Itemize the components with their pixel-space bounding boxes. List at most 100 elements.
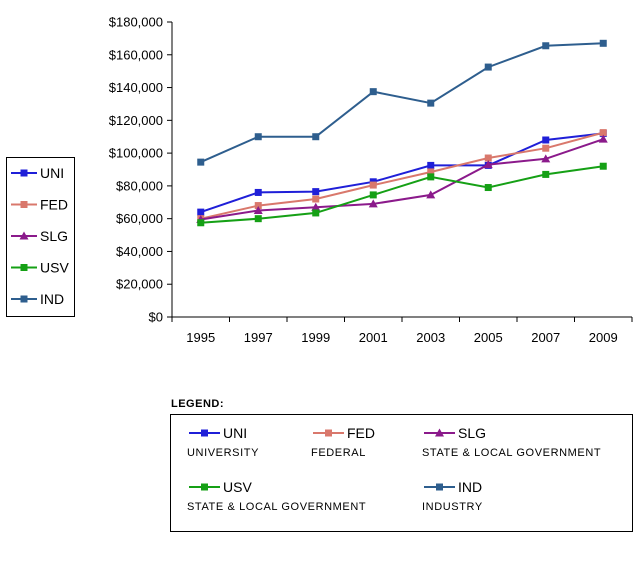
- y-tick-label: $100,000: [109, 146, 163, 161]
- legend-box-swatch-ind: [424, 483, 455, 491]
- data-point-ind: [542, 42, 550, 50]
- data-point-uni: [542, 136, 550, 144]
- data-point-slg: [598, 134, 608, 143]
- legend-entry-uni: UNI: [11, 165, 64, 181]
- legend-box-swatch-uni: [189, 429, 220, 437]
- legend-box-marker-ind: [436, 483, 443, 491]
- chart-axes: $0 $20,000 $40,000 $60,000 $80,000 $100,000 $1…: [109, 15, 633, 345]
- legend-box-key-usv: USV: [223, 479, 252, 495]
- data-point-usv: [369, 191, 377, 199]
- data-point-slg: [253, 205, 263, 214]
- legend-title: LEGEND:: [171, 398, 224, 410]
- y-tick-label: $180,000: [109, 15, 163, 30]
- legend-box-desc-usv: STATE & LOCAL GOVERNMENT: [187, 501, 367, 513]
- legend-box-swatch-slg: [424, 428, 455, 437]
- chart-series: [196, 39, 608, 227]
- legend-label-slg: SLG: [40, 228, 68, 244]
- legend-marker-uni: [20, 169, 28, 177]
- data-point-usv: [197, 219, 205, 227]
- data-point-ind: [254, 133, 262, 141]
- data-point-usv: [599, 162, 607, 170]
- data-point-uni: [254, 188, 262, 196]
- legend-box-key-slg: SLG: [458, 425, 487, 441]
- series-line-uni: [200, 132, 604, 214]
- legend-entry-slg: SLG: [11, 228, 68, 244]
- legend-entry-ind: IND: [11, 291, 64, 307]
- series-line-fed: [200, 131, 604, 220]
- series-line-slg: [200, 138, 604, 221]
- x-tick-label: 2003: [416, 330, 445, 345]
- data-point-usv: [484, 184, 492, 192]
- legend-box-desc-fed: FEDERAL: [311, 447, 366, 459]
- legend-box-item-slg: SLG STATE & LOCAL GOVERNMENT: [422, 425, 632, 465]
- data-point-ind: [599, 39, 607, 47]
- data-point-ind: [369, 88, 377, 96]
- data-point-usv: [254, 215, 262, 223]
- legend-box-swatch-fed: [313, 429, 344, 437]
- y-tick-label: $60,000: [116, 211, 163, 226]
- data-point-slg: [483, 160, 493, 169]
- data-point-fed: [427, 168, 435, 176]
- data-point-slg: [541, 154, 551, 163]
- legend-box-marker-slg: [435, 428, 444, 437]
- x-tick-label: 2009: [589, 330, 618, 345]
- data-point-ind: [197, 158, 205, 166]
- series-ind: [197, 39, 607, 166]
- data-point-fed: [484, 154, 492, 162]
- legend-box-desc-uni: UNIVERSITY: [187, 447, 260, 459]
- x-tick-label: 2005: [474, 330, 503, 345]
- legend-box-marker-usv: [201, 483, 208, 491]
- legend-box-item-fed: FED FEDERAL: [311, 425, 521, 465]
- legend-box-key-uni: UNI: [223, 425, 248, 441]
- x-tick-label: 2007: [531, 330, 560, 345]
- legend-marker-ind: [20, 295, 28, 303]
- x-tick-label: 1997: [244, 330, 273, 345]
- legend-box: UNI UNIVERSITY FED FEDERAL SLG STATE & LOCAL …: [170, 414, 633, 532]
- data-point-fed: [254, 202, 262, 210]
- legend-box-key-fed: FED: [347, 425, 375, 441]
- legend-marker-fed: [20, 201, 28, 208]
- legend-entry-usv: USV: [11, 260, 69, 276]
- legend-box-marker-fed: [325, 429, 332, 437]
- data-point-slg: [426, 190, 436, 199]
- legend-label-ind: IND: [40, 291, 64, 307]
- y-tick-label: $120,000: [109, 113, 163, 128]
- legend-box-swatch-usv: [189, 483, 220, 491]
- y-tick-label: $20,000: [116, 277, 163, 292]
- data-point-slg: [368, 199, 378, 208]
- data-point-ind: [312, 133, 320, 141]
- legend-box-item-usv: USV STATE & LOCAL GOVERNMENT: [187, 479, 397, 519]
- legend-marker-slg: [19, 231, 29, 240]
- legend-box-desc-slg: STATE & LOCAL GOVERNMENT: [422, 447, 602, 459]
- y-tick-label: $140,000: [109, 80, 163, 95]
- legend-label-usv: USV: [40, 260, 69, 276]
- data-point-uni: [197, 208, 205, 216]
- legend-label-fed: FED: [40, 197, 68, 213]
- series-usv: [197, 162, 607, 227]
- data-point-slg: [311, 202, 321, 211]
- data-point-usv: [312, 209, 320, 217]
- data-point-ind: [427, 99, 435, 107]
- data-point-fed: [312, 195, 320, 203]
- data-point-usv: [427, 173, 435, 181]
- legend-box-marker-uni: [201, 429, 208, 437]
- data-point-usv: [542, 170, 550, 178]
- y-tick-label: $160,000: [109, 47, 163, 62]
- series-fed: [197, 129, 607, 223]
- data-point-fed: [369, 181, 377, 189]
- data-point-uni: [427, 161, 435, 169]
- y-tick-label: $80,000: [116, 178, 163, 193]
- legend-box-item-ind: IND INDUSTRY: [422, 479, 632, 519]
- legend-marker-usv: [20, 264, 28, 271]
- series-line-ind: [200, 42, 604, 164]
- x-tick-label: 1995: [186, 330, 215, 345]
- legend-box-key-ind: IND: [458, 479, 483, 495]
- data-point-ind: [484, 63, 492, 71]
- y-tick-label: $40,000: [116, 244, 163, 259]
- side-legend: UNI FED SLG USV IND: [6, 157, 75, 317]
- y-tick-label: $0: [149, 310, 163, 325]
- legend-entry-fed: FED: [11, 197, 68, 213]
- legend-box-item-uni: UNI UNIVERSITY: [187, 425, 397, 465]
- data-point-uni: [312, 188, 320, 196]
